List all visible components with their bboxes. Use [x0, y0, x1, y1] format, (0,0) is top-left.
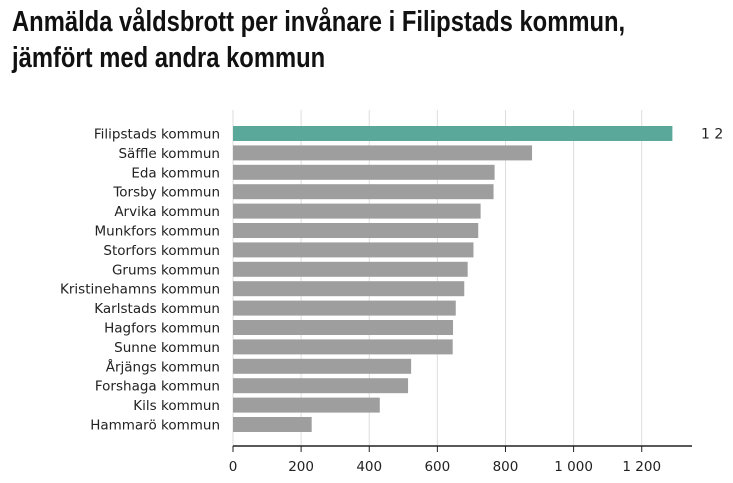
category-labels: Filipstads kommun Säffle kommun Eda kommun… [60, 127, 220, 434]
category-label: Karlstads kommun [94, 301, 220, 317]
x-tick-label: 0 [229, 459, 238, 475]
category-label: Grums kommun [112, 262, 220, 278]
category-label: Forshaga kommun [95, 379, 220, 395]
x-tick-label: 1 000 [554, 459, 593, 475]
category-label: Arvika kommun [114, 204, 220, 220]
bars [233, 126, 673, 432]
bar [233, 300, 456, 316]
category-label: Sunne kommun [114, 340, 220, 356]
bar [233, 242, 474, 258]
category-label: Filipstads kommun [94, 127, 220, 143]
bar [233, 164, 495, 180]
x-axis: 0 200 400 600 800 1 000 1 200 [229, 445, 692, 475]
x-tick-label: 600 [424, 459, 450, 475]
bar [233, 203, 481, 219]
bar [233, 358, 412, 374]
bar [233, 417, 312, 432]
category-label: Säffle kommun [118, 146, 220, 162]
title-line-1: Anmälda våldsbrott per invånare i Filips… [12, 6, 626, 38]
category-label: Eda kommun [131, 165, 220, 181]
chart-title: Anmälda våldsbrott per invånare i Filips… [12, 4, 626, 76]
bar [233, 339, 453, 355]
x-tick-label: 200 [288, 459, 314, 475]
category-label: Hammarö kommun [90, 418, 220, 434]
category-label: Kristinehamns kommun [60, 282, 220, 298]
bar [233, 281, 465, 297]
bar [233, 397, 380, 413]
bar [233, 145, 533, 161]
category-label: Torsby kommun [112, 185, 220, 201]
data-labels: 1 2 [701, 127, 723, 143]
category-label: Hagfors kommun [104, 321, 220, 337]
bar [233, 184, 494, 200]
category-label: Storfors kommun [103, 243, 220, 259]
bar [233, 320, 454, 335]
x-tick-label: 800 [493, 459, 519, 475]
bar [233, 261, 468, 277]
x-tick-label: 1 200 [622, 459, 661, 475]
category-label: Munkfors kommun [95, 224, 220, 240]
data-label: 1 2 [701, 127, 723, 143]
bar [233, 126, 673, 141]
bar [233, 378, 409, 394]
category-label: Kils kommun [133, 398, 220, 414]
title-line-2: jämfört med andra kommun [12, 42, 326, 74]
category-label: Årjängs kommun [106, 358, 220, 375]
x-tick-label: 400 [356, 459, 382, 475]
bar [233, 223, 479, 238]
